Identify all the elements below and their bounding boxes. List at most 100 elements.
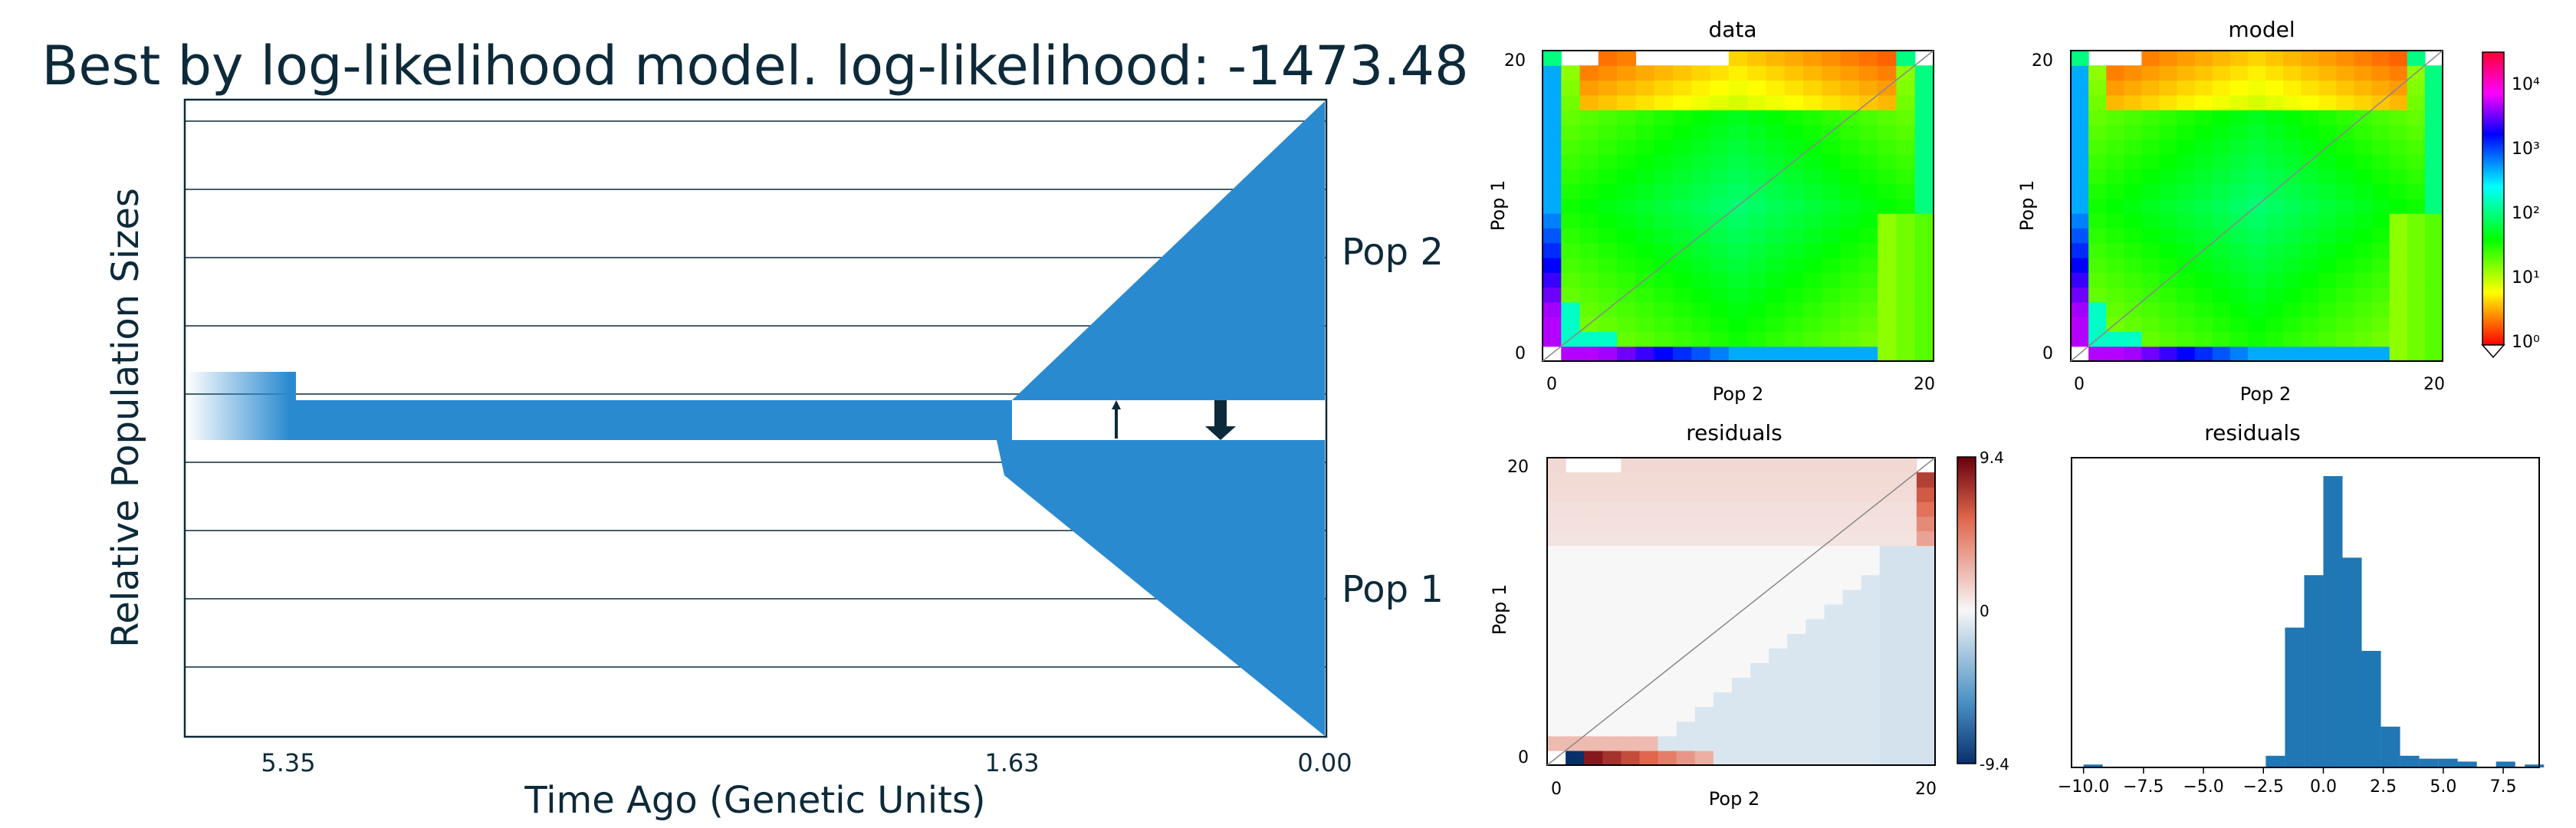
heatmap-cell	[1766, 51, 1786, 66]
heatmap-cell	[2212, 80, 2231, 96]
residuals-diagonal	[1546, 457, 1936, 766]
heatmap-cell	[1769, 706, 1788, 722]
heatmap-cell	[1543, 272, 1562, 288]
heatmap-cell	[1750, 662, 1769, 678]
heatmap-cell	[2088, 258, 2107, 273]
heatmap-cell	[2247, 346, 2266, 362]
heatmap-cell	[1728, 213, 1748, 229]
heatmap-cell	[1840, 154, 1860, 169]
heatmap-cell	[1896, 198, 1916, 214]
heatmap-cell	[2301, 124, 2319, 140]
heatmap-cell	[1750, 472, 1769, 488]
heatmap-cell	[1769, 648, 1788, 663]
heatmap-cell	[1750, 648, 1769, 663]
heatmap-cell	[1842, 472, 1862, 488]
heatmap-cell	[1639, 662, 1659, 678]
heatmap-cell	[1691, 139, 1711, 155]
heatmap-cell	[2141, 51, 2160, 66]
heatmap-cell	[2247, 169, 2266, 185]
heatmap-cell	[2141, 80, 2160, 96]
heatmap-cell	[1787, 516, 1806, 532]
heatmap-cell	[2318, 94, 2338, 110]
heatmap-cell	[2141, 301, 2160, 317]
heatmap-cell	[1858, 51, 1878, 66]
heatmap-cell	[1747, 80, 1767, 96]
heatmap-cell	[1579, 272, 1599, 288]
heatmap-cell	[2212, 139, 2231, 155]
heatmap-cell	[2124, 65, 2142, 81]
heatmap-cell	[2141, 65, 2160, 81]
heatmap-cell	[1803, 272, 1822, 288]
heatmap-cell	[1858, 242, 1878, 258]
heatmap-cell	[1803, 331, 1822, 347]
heatmap-cell	[1914, 228, 1934, 244]
heatmap-cell	[2318, 213, 2338, 229]
heatmap-cell	[1896, 154, 1916, 169]
heatmap-cell	[2106, 228, 2124, 244]
heatmap-cell	[1566, 560, 1585, 576]
heatmap-cell	[2283, 80, 2302, 96]
heatmap-cell	[1784, 198, 1804, 214]
heatmap-cell	[1896, 94, 1916, 110]
heatmap-cell	[1676, 662, 1696, 678]
heatmap-cell	[1806, 735, 1825, 751]
heatmap-cell	[2212, 65, 2231, 81]
heatmap-cell	[2301, 198, 2319, 214]
heatmap-cell	[1914, 346, 1934, 362]
heatmap-cell	[1694, 487, 1714, 502]
heatmap-cell	[1750, 619, 1769, 634]
heatmap-cell	[1639, 589, 1659, 605]
heatmap-cell	[2159, 110, 2178, 126]
heatmap-cell	[1766, 258, 1786, 273]
heatmap-cell	[1879, 750, 1899, 766]
heatmap-cell	[1635, 242, 1655, 258]
heatmap-cell	[2159, 301, 2178, 317]
heatmap-cell	[1803, 183, 1822, 199]
heatmap-cell	[2159, 346, 2178, 362]
heatmap-cell	[1579, 65, 1599, 81]
residuals-xtick-0: 0	[1551, 780, 1562, 799]
heatmap-cell	[1658, 648, 1677, 663]
heatmap-cell	[2247, 258, 2266, 273]
model-xlabel: Pop 2	[2240, 383, 2291, 405]
heatmap-cell	[1543, 331, 1562, 347]
heatmap-cell	[1842, 501, 1862, 517]
heatmap-cell	[2229, 242, 2249, 258]
heatmap-cell	[1769, 735, 1788, 751]
heatmap-cell	[2106, 80, 2124, 96]
heatmap-cell	[1598, 331, 1618, 347]
heatmap-cell	[1691, 198, 1711, 214]
heatmap-cell	[1658, 619, 1677, 634]
heatmap-cell	[1658, 501, 1677, 517]
heatmap-cell	[2071, 301, 2089, 317]
heatmap-cell	[2212, 287, 2231, 303]
heatmap-cell	[1673, 317, 1692, 333]
heatmap-cell	[1561, 242, 1581, 258]
heatmap-cell	[2318, 301, 2338, 317]
heatmap-cell	[1602, 603, 1622, 619]
heatmap-cell	[1914, 258, 1934, 273]
heatmap-cell	[1547, 721, 1566, 737]
heatmap-cell	[2194, 331, 2213, 347]
heatmap-cell	[1784, 213, 1804, 229]
heatmap-cell	[2247, 94, 2266, 110]
heatmap-cell	[1898, 531, 1917, 547]
pop2-shape	[1012, 101, 1325, 400]
heatmap-cell	[1654, 301, 1674, 317]
heatmap-cell	[1691, 183, 1711, 199]
heatmap-cell	[1598, 154, 1618, 169]
data-xlabel: Pop 2	[1713, 383, 1763, 405]
heatmap-cell	[1747, 272, 1767, 288]
heatmap-cell	[1747, 198, 1767, 214]
heatmap-cell	[1858, 183, 1878, 199]
heatmap-cell	[1787, 458, 1806, 473]
heatmap-cell	[1840, 213, 1860, 229]
data-xtick-20: 20	[1914, 375, 1935, 394]
heatmap-cell	[2177, 94, 2196, 110]
heatmap-cell	[1916, 603, 1936, 619]
heatmap-cell	[1561, 198, 1581, 214]
heatmap-cell	[1750, 574, 1769, 590]
heatmap-cell	[1639, 531, 1659, 547]
heatmap-cell	[1861, 619, 1881, 634]
heatmap-cell	[2424, 242, 2443, 258]
